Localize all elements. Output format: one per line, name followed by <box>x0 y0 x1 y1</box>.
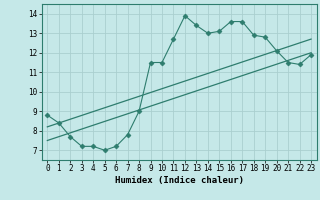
X-axis label: Humidex (Indice chaleur): Humidex (Indice chaleur) <box>115 176 244 185</box>
